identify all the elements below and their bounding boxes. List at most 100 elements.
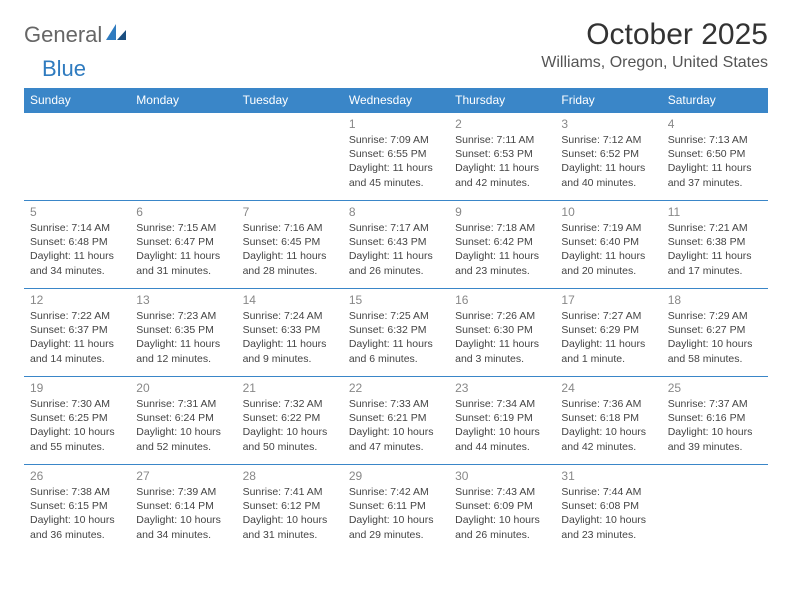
sunrise-text: Sunrise: 7:33 AM <box>349 397 443 411</box>
sunset-text: Sunset: 6:24 PM <box>136 411 230 425</box>
day-info: Sunrise: 7:24 AMSunset: 6:33 PMDaylight:… <box>243 309 337 366</box>
daylight-text: Daylight: 10 hours and 29 minutes. <box>349 513 443 541</box>
sunrise-text: Sunrise: 7:38 AM <box>30 485 124 499</box>
daylight-text: Daylight: 10 hours and 55 minutes. <box>30 425 124 453</box>
sunset-text: Sunset: 6:43 PM <box>349 235 443 249</box>
calendar-day-cell: 9Sunrise: 7:18 AMSunset: 6:42 PMDaylight… <box>449 201 555 289</box>
daylight-text: Daylight: 11 hours and 28 minutes. <box>243 249 337 277</box>
day-info: Sunrise: 7:21 AMSunset: 6:38 PMDaylight:… <box>668 221 762 278</box>
calendar-day-cell: 30 Sunrise: 7:43 AMSunset: 6:09 PMDayligh… <box>449 465 555 553</box>
sunset-text: Sunset: 6:16 PM <box>668 411 762 425</box>
daylight-text: Daylight: 11 hours and 34 minutes. <box>30 249 124 277</box>
calendar-week-row: 1Sunrise: 7:09 AMSunset: 6:55 PMDaylight… <box>24 113 768 201</box>
sunrise-text: Sunrise: 7:19 AM <box>561 221 655 235</box>
calendar-day-cell: 27Sunrise: 7:39 AMSunset: 6:14 PMDayligh… <box>130 465 236 553</box>
day-info: Sunrise: 7:36 AMSunset: 6:18 PMDaylight:… <box>561 397 655 454</box>
sunset-text: Sunset: 6:50 PM <box>668 147 762 161</box>
day-number: 23 <box>455 381 549 395</box>
daylight-text: Daylight: 11 hours and 23 minutes. <box>455 249 549 277</box>
day-number: 10 <box>561 205 655 219</box>
calendar-day-cell: 6 Sunrise: 7:15 AMSunset: 6:47 PMDaylight… <box>130 201 236 289</box>
calendar-day-cell: 1Sunrise: 7:09 AMSunset: 6:55 PMDaylight… <box>343 113 449 201</box>
sunset-text: Sunset: 6:08 PM <box>561 499 655 513</box>
sunrise-text: Sunrise: 7:27 AM <box>561 309 655 323</box>
sunset-text: Sunset: 6:27 PM <box>668 323 762 337</box>
calendar-day-cell: 10 Sunrise: 7:19 AMSunset: 6:40 PMDayligh… <box>555 201 661 289</box>
day-number: 6 <box>136 205 230 219</box>
calendar-day-cell: 2Sunrise: 7:11 AMSunset: 6:53 PMDaylight… <box>449 113 555 201</box>
day-info: Sunrise: 7:34 AMSunset: 6:19 PMDaylight:… <box>455 397 549 454</box>
day-info: Sunrise: 7:12 AMSunset: 6:52 PMDaylight:… <box>561 133 655 190</box>
day-info: Sunrise: 7:17 AMSunset: 6:43 PMDaylight:… <box>349 221 443 278</box>
daylight-text: Daylight: 11 hours and 9 minutes. <box>243 337 337 365</box>
sunrise-text: Sunrise: 7:25 AM <box>349 309 443 323</box>
sunrise-text: Sunrise: 7:41 AM <box>243 485 337 499</box>
sunrise-text: Sunrise: 7:13 AM <box>668 133 762 147</box>
day-number: 26 <box>30 469 124 483</box>
day-number: 12 <box>30 293 124 307</box>
sunrise-text: Sunrise: 7:34 AM <box>455 397 549 411</box>
day-info: Sunrise: 7:43 AMSunset: 6:09 PMDaylight:… <box>455 485 549 542</box>
day-info: Sunrise: 7:19 AMSunset: 6:40 PMDaylight:… <box>561 221 655 278</box>
calendar-empty-cell <box>24 113 130 201</box>
sunrise-text: Sunrise: 7:22 AM <box>30 309 124 323</box>
sunset-text: Sunset: 6:18 PM <box>561 411 655 425</box>
day-info: Sunrise: 7:27 AMSunset: 6:29 PMDaylight:… <box>561 309 655 366</box>
calendar-day-cell: 20Sunrise: 7:31 AMSunset: 6:24 PMDayligh… <box>130 377 236 465</box>
logo-text-blue: Blue <box>42 56 86 82</box>
logo: General <box>24 22 128 48</box>
calendar-day-cell: 28Sunrise: 7:41 AMSunset: 6:12 PMDayligh… <box>237 465 343 553</box>
day-info: Sunrise: 7:33 AMSunset: 6:21 PMDaylight:… <box>349 397 443 454</box>
weekday-header: Friday <box>555 88 661 113</box>
day-number: 18 <box>668 293 762 307</box>
daylight-text: Daylight: 11 hours and 31 minutes. <box>136 249 230 277</box>
sunset-text: Sunset: 6:40 PM <box>561 235 655 249</box>
day-number: 1 <box>349 117 443 131</box>
day-number: 17 <box>561 293 655 307</box>
daylight-text: Daylight: 10 hours and 58 minutes. <box>668 337 762 365</box>
calendar-day-cell: 24Sunrise: 7:36 AMSunset: 6:18 PMDayligh… <box>555 377 661 465</box>
day-number: 13 <box>136 293 230 307</box>
sunrise-text: Sunrise: 7:37 AM <box>668 397 762 411</box>
sunrise-text: Sunrise: 7:44 AM <box>561 485 655 499</box>
calendar-day-cell: 16Sunrise: 7:26 AMSunset: 6:30 PMDayligh… <box>449 289 555 377</box>
day-info: Sunrise: 7:25 AMSunset: 6:32 PMDaylight:… <box>349 309 443 366</box>
day-info: Sunrise: 7:29 AMSunset: 6:27 PMDaylight:… <box>668 309 762 366</box>
daylight-text: Daylight: 11 hours and 26 minutes. <box>349 249 443 277</box>
daylight-text: Daylight: 10 hours and 34 minutes. <box>136 513 230 541</box>
sunset-text: Sunset: 6:12 PM <box>243 499 337 513</box>
sunset-text: Sunset: 6:21 PM <box>349 411 443 425</box>
sunrise-text: Sunrise: 7:14 AM <box>30 221 124 235</box>
day-info: Sunrise: 7:23 AMSunset: 6:35 PMDaylight:… <box>136 309 230 366</box>
sunrise-text: Sunrise: 7:31 AM <box>136 397 230 411</box>
month-title: October 2025 <box>541 18 768 52</box>
day-info: Sunrise: 7:39 AMSunset: 6:14 PMDaylight:… <box>136 485 230 542</box>
calendar-day-cell: 12Sunrise: 7:22 AMSunset: 6:37 PMDayligh… <box>24 289 130 377</box>
day-number: 29 <box>349 469 443 483</box>
day-number: 14 <box>243 293 337 307</box>
day-info: Sunrise: 7:38 AMSunset: 6:15 PMDaylight:… <box>30 485 124 542</box>
day-info: Sunrise: 7:18 AMSunset: 6:42 PMDaylight:… <box>455 221 549 278</box>
calendar-body: 1Sunrise: 7:09 AMSunset: 6:55 PMDaylight… <box>24 113 768 553</box>
sunrise-text: Sunrise: 7:12 AM <box>561 133 655 147</box>
daylight-text: Daylight: 11 hours and 14 minutes. <box>30 337 124 365</box>
sunrise-text: Sunrise: 7:15 AM <box>136 221 230 235</box>
day-number: 20 <box>136 381 230 395</box>
calendar-day-cell: 25Sunrise: 7:37 AMSunset: 6:16 PMDayligh… <box>662 377 768 465</box>
day-number: 30 <box>455 469 549 483</box>
day-info: Sunrise: 7:15 AMSunset: 6:47 PMDaylight:… <box>136 221 230 278</box>
calendar-day-cell: 13 Sunrise: 7:23 AMSunset: 6:35 PMDayligh… <box>130 289 236 377</box>
sunrise-text: Sunrise: 7:43 AM <box>455 485 549 499</box>
day-number: 11 <box>668 205 762 219</box>
sunrise-text: Sunrise: 7:23 AM <box>136 309 230 323</box>
title-block: October 2025 Williams, Oregon, United St… <box>541 18 768 72</box>
sunset-text: Sunset: 6:19 PM <box>455 411 549 425</box>
sunrise-text: Sunrise: 7:17 AM <box>349 221 443 235</box>
calendar-day-cell: 4Sunrise: 7:13 AMSunset: 6:50 PMDaylight… <box>662 113 768 201</box>
calendar-day-cell: 31Sunrise: 7:44 AMSunset: 6:08 PMDayligh… <box>555 465 661 553</box>
sunrise-text: Sunrise: 7:29 AM <box>668 309 762 323</box>
sunrise-text: Sunrise: 7:16 AM <box>243 221 337 235</box>
daylight-text: Daylight: 11 hours and 42 minutes. <box>455 161 549 189</box>
sunrise-text: Sunrise: 7:36 AM <box>561 397 655 411</box>
daylight-text: Daylight: 11 hours and 3 minutes. <box>455 337 549 365</box>
